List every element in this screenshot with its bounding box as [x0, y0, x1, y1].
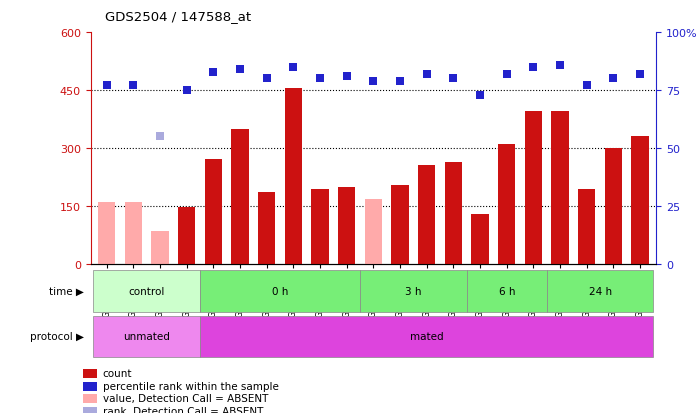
- Point: [501, 71, 512, 78]
- Point: [475, 92, 486, 99]
- Point: [101, 83, 112, 90]
- Bar: [94, 271, 200, 312]
- Bar: [467, 271, 547, 312]
- Point: [181, 88, 193, 94]
- Point: [554, 62, 565, 69]
- Text: protocol ▶: protocol ▶: [30, 332, 84, 342]
- Point: [288, 64, 299, 71]
- Point: [128, 83, 139, 90]
- Bar: [94, 316, 200, 357]
- Bar: [360, 271, 467, 312]
- Bar: [205, 159, 222, 264]
- Point: [208, 69, 219, 76]
- Text: 24 h: 24 h: [588, 286, 611, 296]
- Text: rank, Detection Call = ABSENT: rank, Detection Call = ABSENT: [103, 406, 263, 413]
- Bar: [551, 112, 569, 264]
- Bar: [200, 271, 360, 312]
- Text: count: count: [103, 368, 133, 378]
- Text: 6 h: 6 h: [498, 286, 515, 296]
- Text: value, Detection Call = ABSENT: value, Detection Call = ABSENT: [103, 393, 268, 403]
- Point: [235, 67, 246, 74]
- Bar: [178, 207, 195, 264]
- Bar: [258, 193, 276, 264]
- Bar: [365, 199, 382, 264]
- Text: unmated: unmated: [124, 332, 170, 342]
- Bar: [311, 189, 329, 264]
- Point: [341, 74, 352, 80]
- Bar: [392, 185, 409, 264]
- Bar: [498, 145, 515, 264]
- Point: [581, 83, 593, 90]
- Point: [315, 76, 326, 83]
- Bar: [125, 203, 142, 264]
- Text: GDS2504 / 147588_at: GDS2504 / 147588_at: [105, 10, 251, 23]
- Text: 3 h: 3 h: [405, 286, 422, 296]
- Point: [448, 76, 459, 83]
- Text: control: control: [128, 286, 165, 296]
- Bar: [604, 149, 622, 264]
- Point: [421, 71, 432, 78]
- Bar: [82, 382, 97, 391]
- Text: time ▶: time ▶: [49, 286, 84, 296]
- Point: [634, 71, 646, 78]
- Point: [528, 64, 539, 71]
- Bar: [445, 162, 462, 264]
- Bar: [471, 214, 489, 264]
- Bar: [98, 203, 115, 264]
- Bar: [525, 112, 542, 264]
- Bar: [82, 394, 97, 403]
- Bar: [82, 406, 97, 413]
- Point: [261, 76, 272, 83]
- Text: percentile rank within the sample: percentile rank within the sample: [103, 381, 279, 391]
- Bar: [547, 271, 653, 312]
- Text: mated: mated: [410, 332, 444, 342]
- Point: [608, 76, 619, 83]
- Point: [368, 78, 379, 85]
- Bar: [418, 166, 436, 264]
- Bar: [285, 89, 302, 264]
- Bar: [232, 129, 248, 264]
- Text: 0 h: 0 h: [272, 286, 288, 296]
- Bar: [338, 187, 355, 264]
- Point: [154, 134, 165, 140]
- Bar: [578, 189, 595, 264]
- Point: [394, 78, 406, 85]
- Bar: [151, 232, 169, 264]
- Bar: [632, 137, 648, 264]
- Bar: [200, 316, 653, 357]
- Bar: [82, 369, 97, 378]
